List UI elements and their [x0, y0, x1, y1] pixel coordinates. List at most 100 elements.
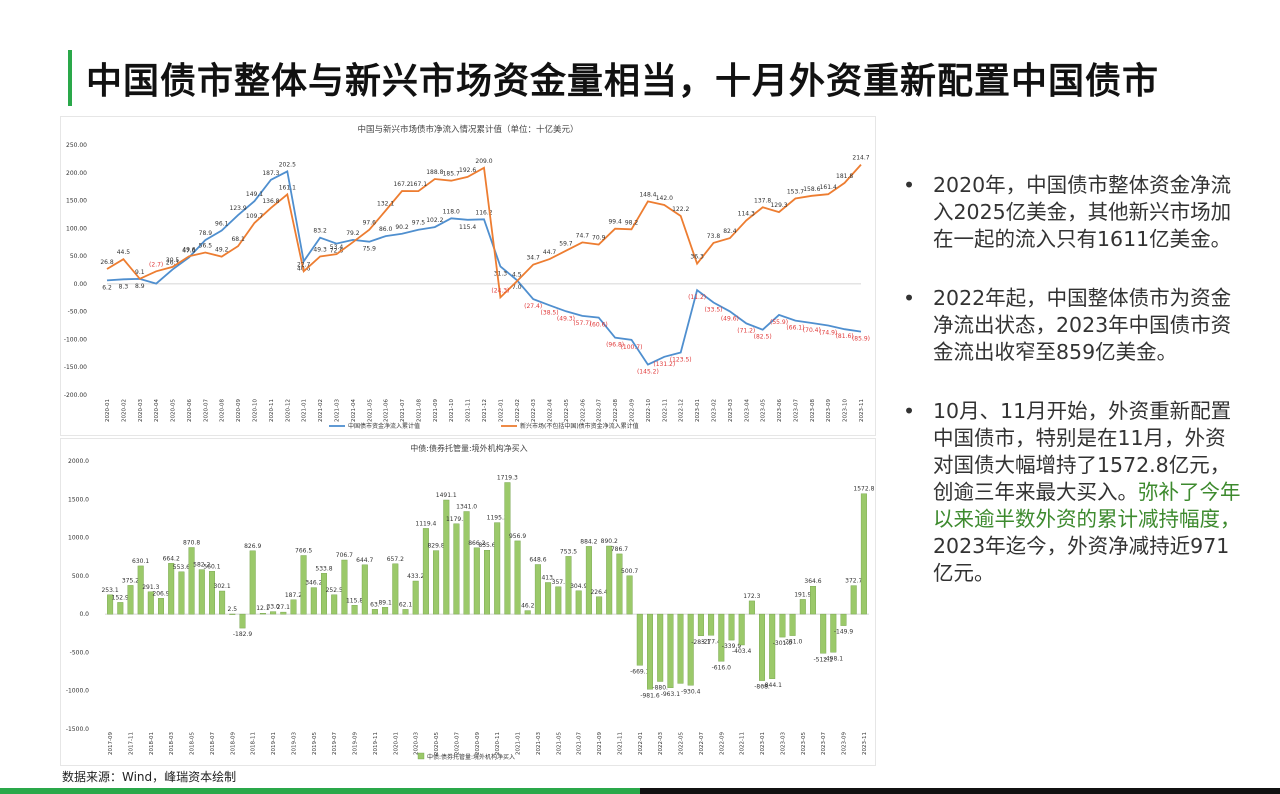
- data-label: (57.7): [573, 320, 591, 327]
- data-label: -498.1: [824, 655, 844, 662]
- data-label: 49.2: [215, 247, 229, 254]
- x-tick-label: 2021-05: [367, 399, 373, 422]
- data-label: 82.4: [723, 228, 737, 235]
- x-tick-label: 2021-03: [536, 732, 542, 755]
- data-label: 206.9: [152, 590, 169, 597]
- data-label: 192.6: [459, 167, 476, 174]
- data-label: 96.1: [215, 221, 229, 228]
- data-label: 1719.3: [497, 474, 518, 481]
- data-label: (49.3): [557, 315, 575, 322]
- data-label: -963.1: [661, 691, 681, 698]
- x-tick-label: 2023-02: [711, 399, 717, 422]
- bar: [463, 511, 470, 615]
- data-label: -281.0: [783, 639, 803, 646]
- data-label: 1195.3: [487, 515, 508, 522]
- x-tick-label: 2020-11: [269, 399, 275, 422]
- bar: [647, 613, 654, 690]
- data-label: 346.2: [305, 580, 322, 587]
- data-label: 253.1: [101, 587, 118, 594]
- data-label: 364.6: [804, 578, 821, 585]
- data-label: 648.6: [529, 556, 546, 563]
- bar: [759, 613, 766, 681]
- bar: [361, 564, 368, 615]
- y-tick-label: -100.00: [64, 336, 87, 343]
- x-tick-label: 2021-07: [577, 732, 583, 755]
- bar: [616, 553, 623, 615]
- x-tick-label: 2019-07: [332, 732, 338, 755]
- x-tick-label: 2023-09: [842, 732, 848, 755]
- data-label: (85.9): [852, 336, 870, 343]
- bullet-marker: •: [903, 173, 916, 197]
- y-tick-label: 200.00: [66, 170, 87, 177]
- data-label: 68.1: [231, 236, 245, 243]
- x-tick-label: 2023-07: [793, 399, 799, 422]
- data-label: 181.8: [836, 173, 853, 180]
- data-label: 30.5: [166, 257, 180, 264]
- bullet-marker: •: [903, 286, 916, 310]
- bar: [473, 547, 480, 615]
- data-label: 97.6: [363, 220, 377, 227]
- data-label: 123.9: [230, 205, 247, 212]
- bar: [830, 613, 837, 653]
- page-title: 中国债市整体与新兴市场资金量相当，十月外资重新配置中国债市: [86, 61, 1160, 102]
- data-label: 582.2: [193, 562, 210, 569]
- x-tick-label: 2022-06: [580, 399, 586, 422]
- data-label: 114.3: [738, 210, 755, 217]
- x-tick-label: 2022-04: [548, 399, 554, 422]
- data-label: (96.8): [606, 342, 624, 349]
- bar: [810, 585, 817, 615]
- data-label: 191.9: [794, 591, 811, 598]
- x-tick-label: 2023-11: [859, 399, 865, 422]
- data-label: 4.5: [512, 271, 522, 278]
- data-label: 372.7: [845, 578, 862, 585]
- y-tick-label: 0.00: [74, 281, 88, 288]
- bar: [667, 613, 674, 689]
- data-label: -277.4: [701, 638, 721, 645]
- bar: [453, 523, 460, 615]
- bar: [585, 546, 592, 615]
- x-tick-label: 2022-01: [638, 732, 644, 755]
- data-label: 89.1: [378, 599, 392, 606]
- x-tick-label: 2018-11: [251, 732, 257, 755]
- data-label: 302.1: [214, 583, 231, 590]
- x-tick-label: 2022-01: [498, 399, 504, 422]
- data-label: (66.1): [786, 325, 804, 332]
- source-note: 数据来源：Wind，峰瑞资本绘制: [62, 770, 237, 784]
- bar: [229, 613, 236, 615]
- bar: [840, 613, 847, 626]
- data-label: -301.0: [773, 640, 793, 647]
- x-tick-label: 2020-05: [171, 399, 177, 422]
- data-label: -182.9: [233, 631, 253, 638]
- y-tick-label: 500.0: [72, 573, 89, 580]
- data-label: 79.2: [346, 230, 360, 237]
- em-series-line: [106, 163, 862, 300]
- data-label: 214.7: [852, 155, 869, 162]
- data-label: 8.3: [119, 283, 129, 290]
- data-label: 829.8: [427, 543, 444, 550]
- data-label: 172.3: [743, 593, 760, 600]
- data-label: 753.5: [560, 548, 577, 555]
- data-label: 152.9: [112, 594, 129, 601]
- bar: [534, 564, 541, 615]
- x-tick-label: 2020-10: [253, 399, 259, 422]
- x-tick-label: 2020-05: [434, 732, 440, 755]
- x-tick-label: 2020-02: [121, 399, 127, 422]
- data-label: (38.5): [541, 309, 559, 316]
- bar: [626, 575, 633, 615]
- data-label: 36.3: [690, 254, 704, 261]
- data-label: 1341.0: [456, 503, 477, 510]
- x-tick-label: 2020-11: [495, 732, 501, 755]
- bullet-tail-text: 2023年迄今，外资净减持近971亿元。: [933, 534, 1230, 585]
- data-label: -868.: [754, 684, 770, 691]
- data-label: 1119.4: [415, 520, 436, 527]
- data-label: 884.2: [580, 538, 597, 545]
- bullet-list: • 2020年，中国债市整体资金净流入2025亿美金，其他新兴市场加在一起的流入…: [903, 172, 1243, 619]
- x-tick-label: 2023-09: [826, 399, 832, 422]
- data-label: -149.9: [834, 629, 854, 636]
- bar: [850, 585, 857, 615]
- y-tick-label: 1000.0: [68, 535, 89, 542]
- bar: [310, 587, 317, 615]
- x-tick-label: 2021-03: [334, 399, 340, 422]
- data-label: 59.7: [559, 241, 573, 248]
- bar: [799, 599, 806, 615]
